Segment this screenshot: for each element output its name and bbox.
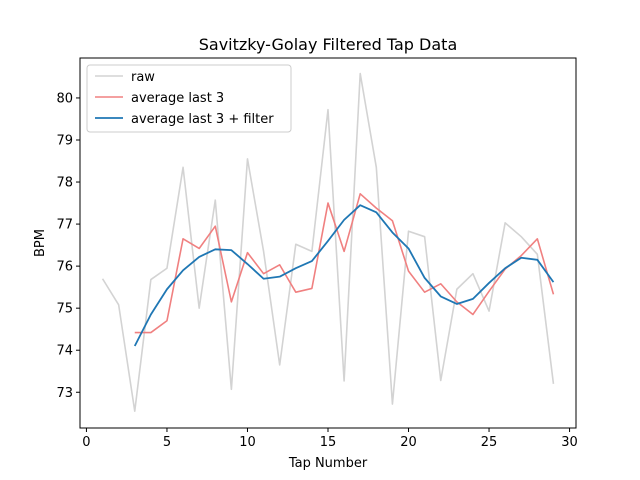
y-tick-label: 73 bbox=[56, 386, 73, 401]
legend: raw average last 3 average last 3 + filter bbox=[86, 64, 292, 133]
y-tick-label: 77 bbox=[56, 218, 73, 233]
legend-label-0: raw bbox=[131, 70, 155, 85]
x-axis-label: Tap Number bbox=[288, 456, 368, 471]
x-tick-label: 30 bbox=[561, 435, 578, 450]
y-axis-label: BPM bbox=[33, 229, 48, 257]
x-axis-ticks: 0 5 10 15 20 25 30 bbox=[82, 428, 578, 450]
y-tick-label: 78 bbox=[56, 176, 73, 191]
series-line-0 bbox=[101, 72, 555, 412]
y-tick-label: 79 bbox=[56, 133, 73, 148]
x-tick-label: 20 bbox=[400, 435, 417, 450]
legend-box bbox=[86, 64, 292, 133]
y-axis-ticks: 73 74 75 76 77 78 79 80 bbox=[56, 91, 80, 401]
chart-title: Savitzky-Golay Filtered Tap Data bbox=[199, 35, 458, 54]
y-tick-label: 76 bbox=[56, 260, 73, 275]
legend-label-1: average last 3 bbox=[131, 91, 224, 106]
x-tick-label: 25 bbox=[481, 435, 498, 450]
x-tick-label: 10 bbox=[239, 435, 256, 450]
series-line-1 bbox=[134, 193, 555, 334]
y-tick-label: 74 bbox=[56, 344, 73, 359]
series-line-2 bbox=[133, 204, 555, 347]
plot-lines bbox=[101, 72, 555, 412]
y-tick-label: 75 bbox=[56, 302, 73, 317]
x-tick-label: 15 bbox=[320, 435, 337, 450]
x-tick-label: 0 bbox=[82, 435, 90, 450]
y-tick-label: 80 bbox=[56, 91, 73, 106]
x-tick-label: 5 bbox=[163, 435, 171, 450]
legend-label-2: average last 3 + filter bbox=[131, 112, 274, 127]
